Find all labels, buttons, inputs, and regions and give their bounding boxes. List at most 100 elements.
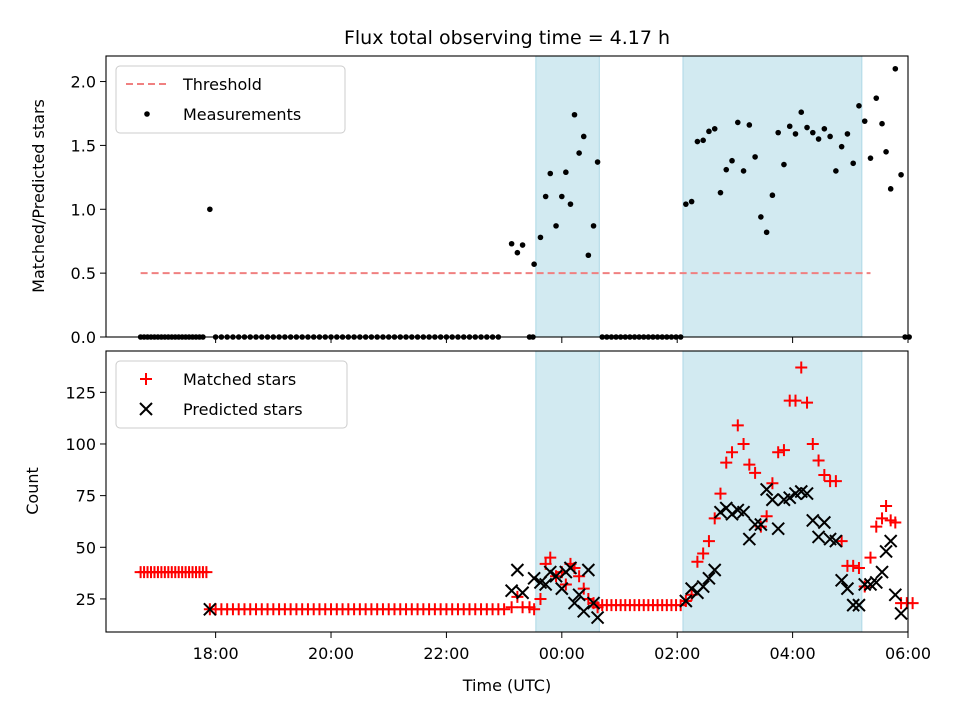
measurements-point <box>898 171 904 178</box>
measurements-point <box>861 118 868 124</box>
measurements-point <box>559 193 565 200</box>
matched-stars-point <box>789 394 802 407</box>
predicted-stars-point <box>515 586 530 600</box>
matched-stars-point <box>749 466 762 479</box>
measurements-point <box>694 138 701 145</box>
measurements-point <box>844 131 851 137</box>
count-points <box>134 361 919 625</box>
measurements-point <box>537 234 544 241</box>
matched-stars-point <box>772 446 785 459</box>
chart-title: Flux total observing time = 4.17 h <box>344 27 670 49</box>
predicted-stars-point <box>742 532 757 546</box>
measurements-point <box>740 168 747 174</box>
measurements-point <box>867 155 874 161</box>
measurements-point <box>207 206 213 213</box>
measurements-point <box>792 131 799 137</box>
predicted-stars-point <box>696 579 710 594</box>
predicted-stars-point <box>754 517 768 532</box>
predicted-stars-point <box>834 573 849 588</box>
matched-stars-point <box>795 361 808 374</box>
matched-stars-point <box>528 603 541 616</box>
matched-stars-point <box>534 592 547 605</box>
measurements-point <box>804 124 810 131</box>
ratio-y-axis-label: Matched/Predicted stars <box>29 99 48 293</box>
y-tick-label: 0.0 <box>71 328 96 347</box>
predicted-stars-point <box>572 588 586 602</box>
measurements-point <box>775 129 781 136</box>
matched-stars-point <box>760 510 773 523</box>
count-y-ticks: 25 50 75 100 125 <box>65 383 106 609</box>
predicted-stars-point <box>527 571 541 585</box>
predicted-stars-point <box>504 583 519 598</box>
matched-stars-point <box>697 547 710 560</box>
measurements-point <box>514 249 521 256</box>
observing-spans <box>535 55 863 338</box>
predicted-stars-point <box>577 604 591 619</box>
predicted-stars-point <box>590 610 605 625</box>
matched-stars-point <box>876 512 889 525</box>
predicted-stars-point <box>748 517 762 532</box>
y-tick-label: 25 <box>76 590 96 609</box>
matched-stars-point <box>847 559 860 572</box>
y-tick-label: 0.5 <box>71 264 96 283</box>
measurements-point <box>729 157 735 164</box>
measurements-point <box>711 126 718 132</box>
measurements-point <box>519 242 526 248</box>
measurements-point <box>758 214 764 220</box>
observing-span-1 <box>535 350 600 633</box>
x-tick-label: 20:00 <box>308 644 354 663</box>
matched-stars-point <box>714 487 727 500</box>
measurements-point <box>508 240 515 247</box>
measurements-point <box>887 186 894 192</box>
predicted-stars-point <box>203 602 217 616</box>
matched-stars-point <box>818 468 831 481</box>
predicted-stars-point <box>538 577 553 592</box>
measurements-point <box>571 111 578 118</box>
x-tick-label: 18:00 <box>193 644 239 663</box>
x-axis-label: Time (UTC) <box>462 676 551 695</box>
count-x-ticks: 18:00 20:00 22:00 00:00 02:00 04:00 06:00 <box>193 632 931 663</box>
measurements-point <box>580 133 587 140</box>
measurements-point <box>746 122 753 128</box>
predicted-stars-point <box>549 569 563 583</box>
predicted-stars-point <box>783 490 797 505</box>
matched-stars-point <box>743 458 756 471</box>
x-tick-label: 06:00 <box>885 644 931 663</box>
predicted-stars-point <box>759 482 774 497</box>
legend-matched-label: Matched stars <box>183 370 296 389</box>
matched-stars-point <box>880 499 893 512</box>
matched-stars-point <box>498 603 511 616</box>
matched-stars-point <box>577 582 590 595</box>
predicted-stars-point <box>858 577 872 592</box>
legend-predicted-label: Predicted stars <box>183 400 303 419</box>
y-tick-label: 125 <box>65 383 96 402</box>
measurements-point <box>717 189 724 196</box>
x-tick-label: 04:00 <box>770 644 816 663</box>
predicted-stars-point <box>888 588 903 602</box>
predicted-stars-point <box>679 594 693 608</box>
y-tick-label: 2.0 <box>71 73 96 92</box>
measurements-point <box>752 154 758 160</box>
matched-stars-point <box>737 437 750 450</box>
measurements-point <box>850 160 856 167</box>
matched-stars-point <box>889 516 902 529</box>
measurements-point <box>879 120 885 127</box>
matched-stars-point <box>731 419 744 432</box>
measurements-point <box>734 119 741 126</box>
matched-stars-point <box>200 566 213 579</box>
predicted-stars-point <box>765 493 780 507</box>
matched-stars-point <box>691 555 704 568</box>
predicted-stars-point <box>846 598 860 612</box>
measurements-point <box>590 223 597 229</box>
predicted-stars-point <box>817 515 832 530</box>
measurements-point <box>821 126 828 132</box>
predicted-stars-point <box>586 596 601 610</box>
measurements-point <box>769 192 776 199</box>
matched-stars-point <box>806 437 819 450</box>
measurements-point <box>576 150 582 156</box>
measurements-point <box>723 166 730 173</box>
matched-stars-point <box>812 454 825 467</box>
ratio-y-ticks: 0.0 0.5 1.0 1.5 2.0 <box>71 73 106 347</box>
predicted-stars-point <box>840 581 855 596</box>
predicted-stars-point <box>543 565 557 579</box>
